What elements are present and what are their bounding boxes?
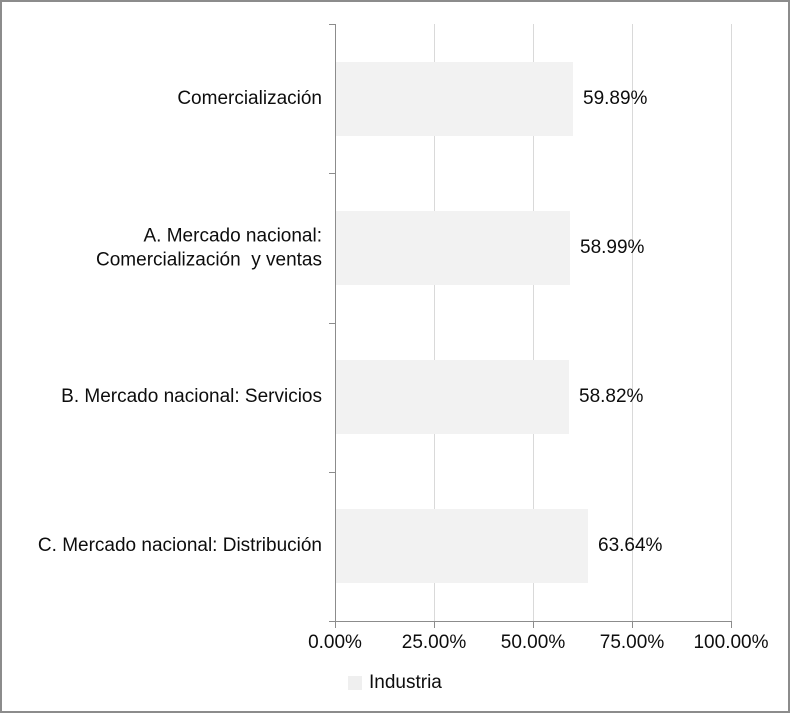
x-axis-tick: [731, 621, 732, 628]
bar: [336, 509, 588, 583]
x-axis-tick: [335, 621, 336, 628]
bar: [336, 360, 569, 434]
x-axis-tick: [632, 621, 633, 628]
value-label: 63.64%: [598, 535, 663, 556]
y-axis-tick: [329, 173, 335, 174]
gridline: [632, 24, 633, 621]
x-tick-label: 0.00%: [308, 632, 362, 653]
y-axis-tick: [329, 472, 335, 473]
bar: [336, 62, 573, 136]
y-axis-tick: [329, 323, 335, 324]
category-label: Comercialización: [177, 88, 322, 110]
x-axis-tick: [434, 621, 435, 628]
legend: Industria: [348, 672, 442, 694]
value-label: 58.82%: [579, 386, 644, 407]
bar: [336, 211, 570, 285]
category-label: C. Mercado nacional: Distribución: [37, 535, 322, 557]
x-tick-label: 50.00%: [500, 632, 566, 653]
value-label: 58.99%: [580, 237, 645, 258]
value-label: 59.89%: [583, 88, 648, 109]
x-axis-tick: [533, 621, 534, 628]
gridline: [731, 24, 732, 621]
x-tick-label: 75.00%: [599, 632, 665, 653]
x-tick-label: 25.00%: [401, 632, 467, 653]
y-axis-tick: [329, 24, 335, 25]
category-label: B. Mercado nacional: Servicios: [61, 386, 322, 408]
x-tick-label: 100.00%: [693, 632, 769, 653]
gridline: [434, 24, 435, 621]
x-axis-line: [335, 621, 731, 622]
y-axis-tick: [329, 621, 335, 622]
legend-marker-icon: [348, 676, 362, 690]
category-label: A. Mercado nacional: Comercialización y …: [96, 225, 322, 270]
y-axis-line: [335, 24, 336, 621]
legend-label: Industria: [369, 672, 442, 693]
gridline: [533, 24, 534, 621]
